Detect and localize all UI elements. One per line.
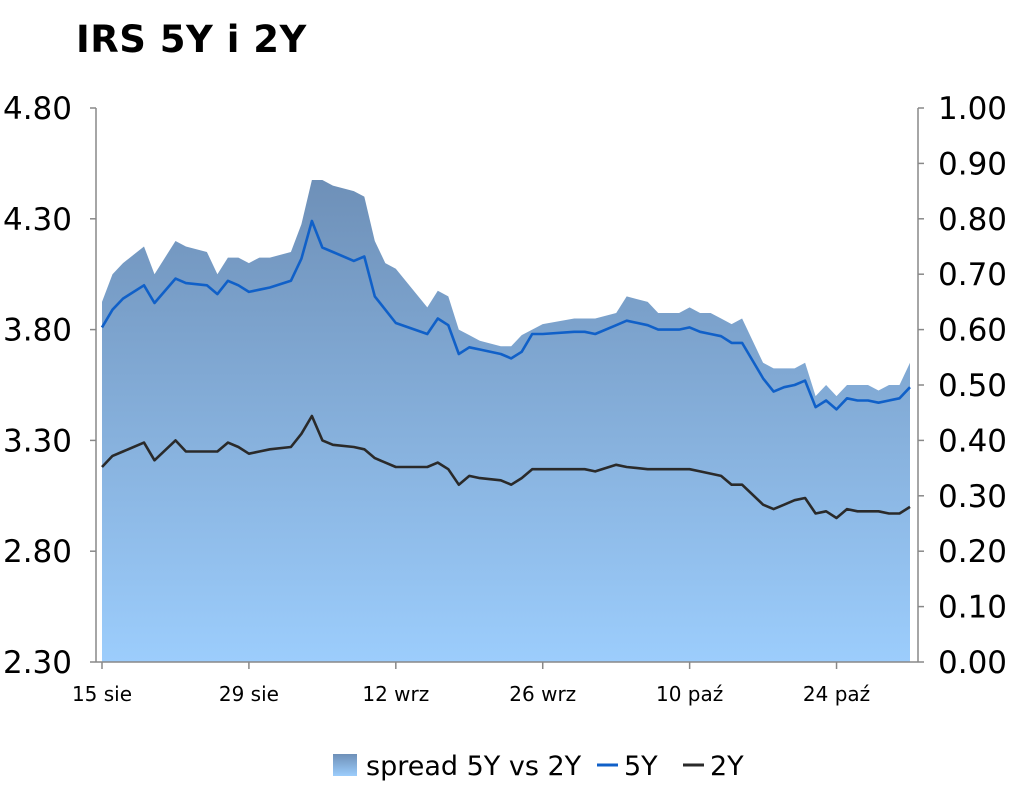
- series-line-5y: [100, 219, 911, 411]
- right-tick-label: 0.60: [938, 313, 1007, 349]
- x-tick-label: 15 sie: [72, 682, 132, 706]
- x-tick-label: 24 paź: [803, 682, 870, 706]
- right-tick-label: 0.40: [938, 423, 1007, 459]
- legend-swatch-spread: [333, 754, 357, 776]
- left-tick-label: 4.80: [3, 91, 72, 127]
- right-tick-label: 0.00: [938, 645, 1007, 681]
- legend: spread 5Y vs 2Y 5Y 2Y: [333, 751, 744, 782]
- series-line-2y: [101, 414, 911, 520]
- legend-label-2y: 2Y: [710, 751, 744, 782]
- x-tick-label: 12 wrz: [362, 682, 429, 706]
- left-tick-label: 2.30: [3, 645, 72, 681]
- left-tick-label: 3.80: [3, 313, 72, 349]
- chart-title: IRS 5Y i 2Y: [76, 18, 307, 61]
- series-area-spread: [102, 180, 910, 662]
- x-tick-label: 10 paź: [656, 682, 723, 706]
- right-tick-label: 0.50: [938, 368, 1007, 404]
- right-tick-label: 0.20: [938, 534, 1007, 570]
- right-tick-label: 1.00: [938, 91, 1007, 127]
- left-tick-label: 2.80: [3, 534, 72, 570]
- right-tick-label: 0.80: [938, 202, 1007, 238]
- right-tick-label: 0.10: [938, 590, 1007, 626]
- legend-label-spread: spread 5Y vs 2Y: [366, 751, 582, 782]
- x-tick-label: 29 sie: [219, 682, 279, 706]
- left-tick-label: 4.30: [3, 202, 72, 238]
- left-tick-label: 3.30: [3, 423, 72, 459]
- right-tick-label: 0.30: [938, 479, 1007, 515]
- right-tick-label: 0.90: [938, 146, 1007, 182]
- right-tick-label: 0.70: [938, 257, 1007, 293]
- x-tick-label: 26 wrz: [509, 682, 576, 706]
- legend-label-5y: 5Y: [624, 751, 658, 782]
